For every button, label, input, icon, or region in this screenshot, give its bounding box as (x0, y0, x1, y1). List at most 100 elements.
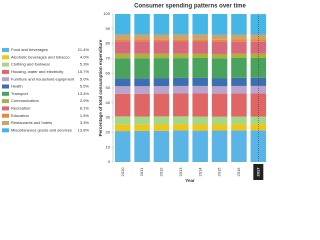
x-tick-label: 2015 (217, 167, 222, 177)
legend-value: 13.4% (78, 91, 90, 96)
bar-segment (173, 39, 189, 42)
bar-segment (231, 124, 247, 131)
bar-segment (192, 85, 208, 94)
bar-segment (153, 39, 170, 42)
bar-segment (153, 86, 170, 94)
bar-segment (153, 130, 170, 162)
y-axis-title: Percentage of total consumption expendit… (98, 39, 103, 136)
legend-swatch (2, 106, 9, 111)
bar-segment (211, 93, 228, 117)
bar-segment (173, 93, 189, 117)
bar-segment (114, 34, 131, 40)
bar-segment (211, 58, 228, 79)
bar-segment (134, 34, 150, 40)
bar-segment (192, 39, 208, 42)
bar-segment (173, 124, 189, 131)
bar-segment (114, 39, 131, 42)
bar-segment (211, 86, 228, 94)
y-tick-label: 70 (106, 55, 111, 60)
y-tick-label: 30 (106, 115, 111, 120)
legend-value: 13.8% (78, 127, 90, 132)
bar-segment (211, 39, 228, 42)
legend-label: Health (11, 84, 23, 89)
legend-swatch (2, 121, 9, 125)
bar-segment (114, 124, 131, 132)
legend-value: 5.3% (80, 62, 90, 67)
y-tick-label: 90 (106, 26, 111, 31)
bar-segment (231, 41, 247, 54)
bar-segment (134, 78, 150, 87)
bar-segment (192, 41, 208, 54)
bar-segment (250, 85, 267, 94)
legend-swatch (2, 77, 9, 82)
bar-segment (192, 34, 208, 40)
bar-segment (192, 116, 208, 125)
bar-segment (231, 14, 247, 35)
bar-segment (114, 78, 131, 87)
legend-label: Restaurants and hotels (11, 120, 52, 125)
legend-label: Clothing and footwear (11, 62, 51, 67)
x-tick-label: 2012 (159, 167, 164, 177)
x-tick-label: 2014 (197, 167, 202, 177)
x-tick-label: 2016 (236, 167, 241, 177)
legend-label: Recreation (11, 105, 30, 110)
bar-segment (211, 78, 228, 87)
bar-segment (192, 124, 208, 131)
bar-segment (134, 86, 150, 94)
legend-swatch (2, 69, 9, 74)
bar-segment (153, 53, 170, 59)
bar-segment (134, 93, 150, 117)
bar-segment (192, 93, 208, 117)
bar-segment (134, 41, 150, 54)
y-tick-label: 100 (103, 11, 110, 16)
bar-segment (153, 34, 170, 40)
y-tick-label: 80 (106, 41, 111, 46)
bar-segment (173, 41, 189, 54)
legend-label: Transport (11, 91, 29, 96)
bar-segment (134, 14, 150, 35)
bar-segment (153, 78, 170, 87)
y-tick-label: 0 (108, 159, 111, 164)
bar-segment (114, 58, 131, 79)
bar-segment (192, 53, 208, 58)
bar-segment (114, 116, 131, 125)
x-tick-label: 2013 (178, 167, 183, 177)
bar-segment (114, 53, 131, 59)
bar-segment (134, 124, 150, 131)
chart: Consumer spending patterns over time Yea… (2, 4, 267, 183)
bar-segment (231, 57, 247, 78)
legend-swatch (2, 48, 9, 52)
legend-label: Communication (11, 98, 39, 103)
bar-segment (173, 116, 189, 125)
legend-swatch (2, 91, 9, 96)
bar-segment (231, 130, 247, 162)
legend-value: 21.4% (78, 47, 90, 52)
bar-segment (114, 131, 131, 162)
bar-segment (192, 130, 208, 162)
bar-segment (114, 93, 131, 117)
legend-value: 2.9% (80, 98, 90, 103)
bar-segment (231, 93, 247, 117)
x-axis-title: Year (185, 178, 195, 183)
bar-segment (173, 58, 189, 78)
bar-segment (211, 124, 228, 131)
legend-label: Furniture and household equipment (11, 76, 75, 81)
bar-segment (173, 130, 189, 162)
legend-label: Education (11, 113, 29, 118)
bar-segment (192, 14, 208, 35)
legend-label: Housing, water and electricity (11, 69, 63, 74)
legend-value: 5.5% (80, 84, 90, 89)
legend-swatch (2, 62, 9, 67)
bar-segment (153, 14, 170, 35)
bar-segment (114, 41, 131, 54)
x-tick-label: 2011 (139, 167, 144, 176)
bar-segment (134, 53, 150, 59)
bar-segment (153, 41, 170, 54)
bar-segment (134, 130, 150, 162)
bar-segment (173, 14, 189, 35)
bar-segment (250, 41, 267, 54)
bar-segment (134, 39, 150, 42)
bar-segment (173, 53, 189, 59)
bar-segment (153, 116, 170, 125)
bar-segment (211, 116, 228, 125)
